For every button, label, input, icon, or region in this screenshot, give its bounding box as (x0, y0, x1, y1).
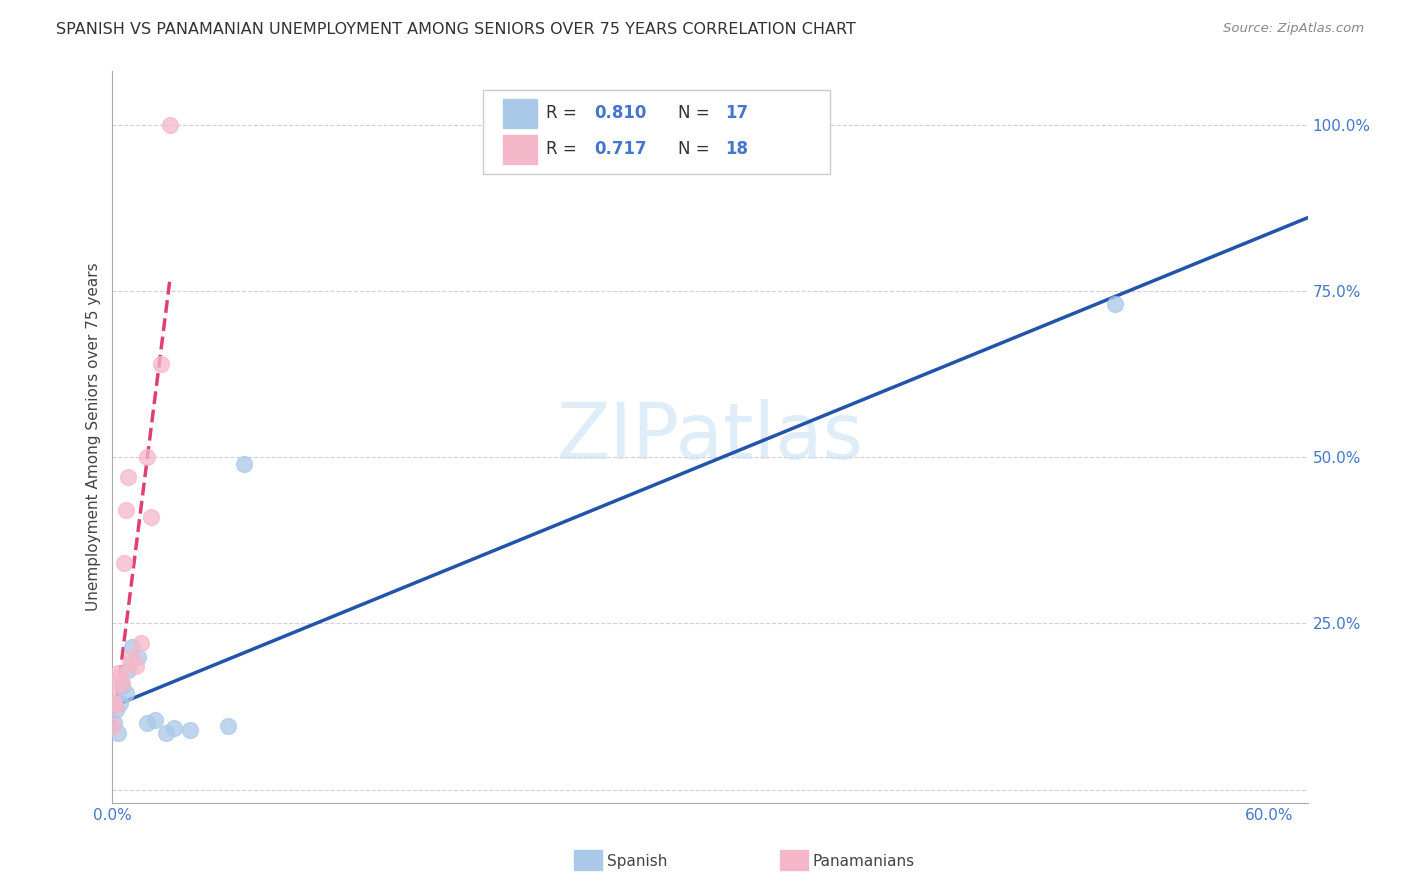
Point (139, 509, 162, 524)
Point (103, 696, 125, 710)
Point (136, 450, 159, 464)
Point (107, 726, 129, 740)
Text: SPANISH VS PANAMANIAN UNEMPLOYMENT AMONG SENIORS OVER 75 YEARS CORRELATION CHART: SPANISH VS PANAMANIAN UNEMPLOYMENT AMONG… (56, 22, 856, 37)
Point (117, 470, 139, 484)
Point (115, 686, 138, 700)
Point (107, 666, 129, 681)
FancyBboxPatch shape (503, 99, 537, 128)
Point (155, 726, 177, 740)
Point (232, 457, 254, 471)
Point (217, 719, 239, 733)
Point (136, 716, 159, 731)
Text: 0.810: 0.810 (595, 103, 647, 121)
Point (117, 663, 139, 677)
Point (124, 659, 146, 673)
Point (112, 557, 135, 571)
Text: 18: 18 (725, 140, 748, 158)
Point (103, 719, 125, 733)
Point (159, 118, 181, 132)
Point (111, 676, 134, 690)
Point (179, 723, 201, 737)
Text: Panamanians: Panamanians (813, 855, 915, 869)
Point (115, 503, 138, 517)
Text: R =: R = (547, 140, 582, 158)
Text: 0.717: 0.717 (595, 140, 647, 158)
Text: Spanish: Spanish (607, 855, 668, 869)
Point (131, 636, 153, 650)
Point (121, 640, 143, 654)
Text: N =: N = (678, 103, 710, 121)
Text: N =: N = (678, 140, 710, 158)
Point (105, 680, 128, 694)
Text: 17: 17 (725, 103, 748, 121)
Point (149, 357, 172, 371)
Point (127, 649, 149, 664)
Point (104, 699, 127, 714)
Point (121, 649, 143, 664)
Point (111, 680, 134, 694)
Point (163, 722, 186, 736)
Text: Source: ZipAtlas.com: Source: ZipAtlas.com (1223, 22, 1364, 36)
FancyBboxPatch shape (503, 135, 537, 164)
FancyBboxPatch shape (484, 90, 830, 174)
Y-axis label: Unemployment Among Seniors over 75 years: Unemployment Among Seniors over 75 years (86, 263, 101, 611)
Point (108, 669, 131, 683)
Point (118, 656, 141, 670)
Point (108, 696, 131, 710)
Text: R =: R = (547, 103, 582, 121)
Point (103, 716, 125, 731)
Text: ZIPatlas: ZIPatlas (557, 399, 863, 475)
Point (143, 713, 166, 727)
Point (105, 703, 128, 717)
Point (1104, 297, 1126, 311)
